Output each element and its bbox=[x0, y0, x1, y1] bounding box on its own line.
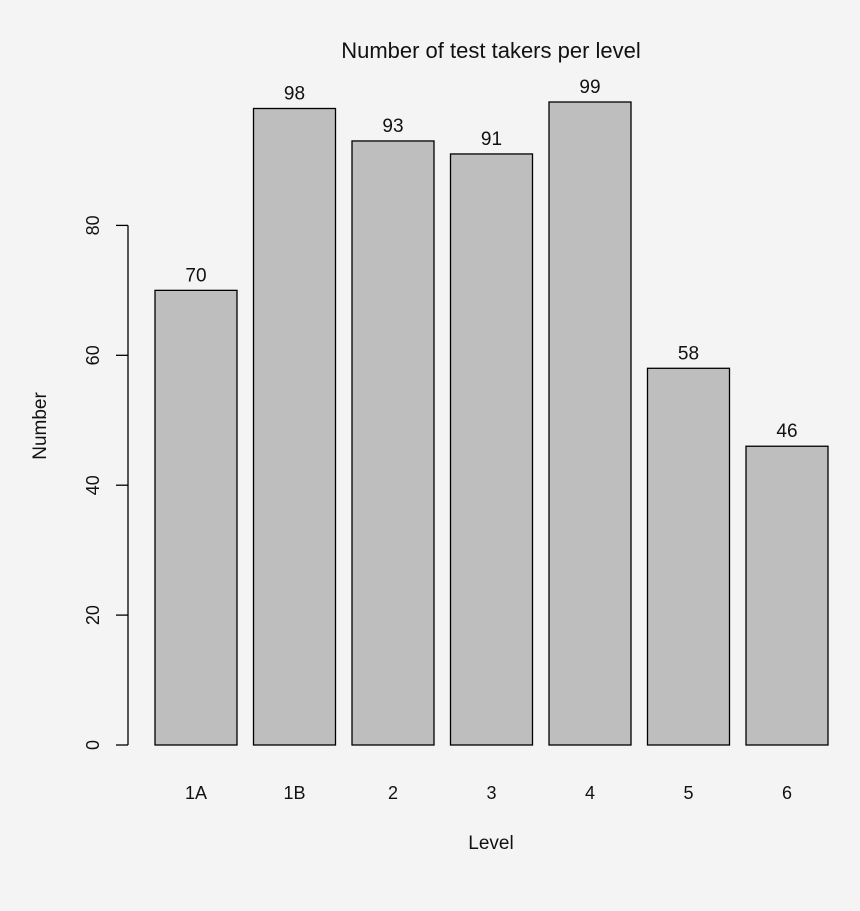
y-axis: 0 20 40 60 80 bbox=[83, 215, 129, 750]
bar-value-label: 99 bbox=[579, 77, 600, 98]
bar-value-label: 70 bbox=[185, 265, 206, 286]
bar-value-label: 58 bbox=[678, 343, 699, 364]
chart-title: Number of test takers per level bbox=[341, 38, 641, 63]
x-tick-label: 4 bbox=[585, 783, 595, 803]
x-tick-label: 3 bbox=[486, 783, 496, 803]
x-axis-label: Level bbox=[468, 833, 513, 854]
x-tick-label: 1A bbox=[185, 783, 207, 803]
bar bbox=[548, 101, 632, 746]
bar bbox=[449, 153, 534, 746]
bar bbox=[154, 289, 238, 746]
y-tick-label: 20 bbox=[83, 605, 103, 625]
bar-value-label: 93 bbox=[382, 116, 403, 137]
x-tick-label: 5 bbox=[683, 783, 693, 803]
bar-value-label: 46 bbox=[776, 421, 797, 442]
bar bbox=[646, 367, 731, 746]
bars: 70 98 93 91 99 58 46 bbox=[154, 77, 829, 746]
bar bbox=[252, 107, 337, 746]
x-axis-tick-labels: 1A 1B 2 3 4 5 6 bbox=[185, 783, 792, 803]
y-tick-label: 0 bbox=[83, 740, 103, 750]
y-tick-label: 60 bbox=[83, 345, 103, 365]
bar bbox=[351, 140, 435, 746]
bar bbox=[745, 445, 829, 746]
y-tick-label: 40 bbox=[83, 475, 103, 495]
x-tick-label: 2 bbox=[388, 783, 398, 803]
bar-value-label: 98 bbox=[284, 83, 305, 104]
bar-value-label: 91 bbox=[481, 129, 502, 150]
y-tick-label: 80 bbox=[83, 215, 103, 235]
x-tick-label: 1B bbox=[283, 783, 305, 803]
x-tick-label: 6 bbox=[782, 783, 792, 803]
y-axis-label: Number bbox=[30, 392, 51, 460]
